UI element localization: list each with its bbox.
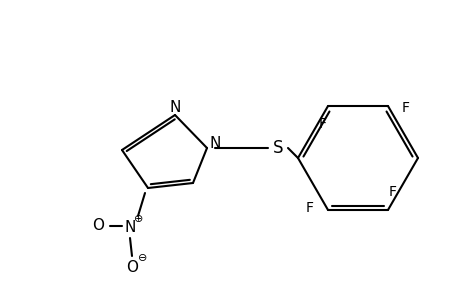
Text: O: O: [126, 260, 138, 275]
Text: F: F: [318, 117, 326, 131]
Text: N: N: [209, 136, 220, 151]
Text: S: S: [272, 139, 283, 157]
Text: F: F: [388, 185, 396, 199]
Text: ⊕: ⊕: [134, 214, 143, 224]
Text: F: F: [401, 101, 409, 115]
Text: O: O: [92, 218, 104, 233]
Text: N: N: [124, 220, 135, 236]
Text: F: F: [305, 201, 313, 215]
Text: N: N: [169, 100, 180, 115]
Text: ⊖: ⊖: [138, 253, 147, 263]
